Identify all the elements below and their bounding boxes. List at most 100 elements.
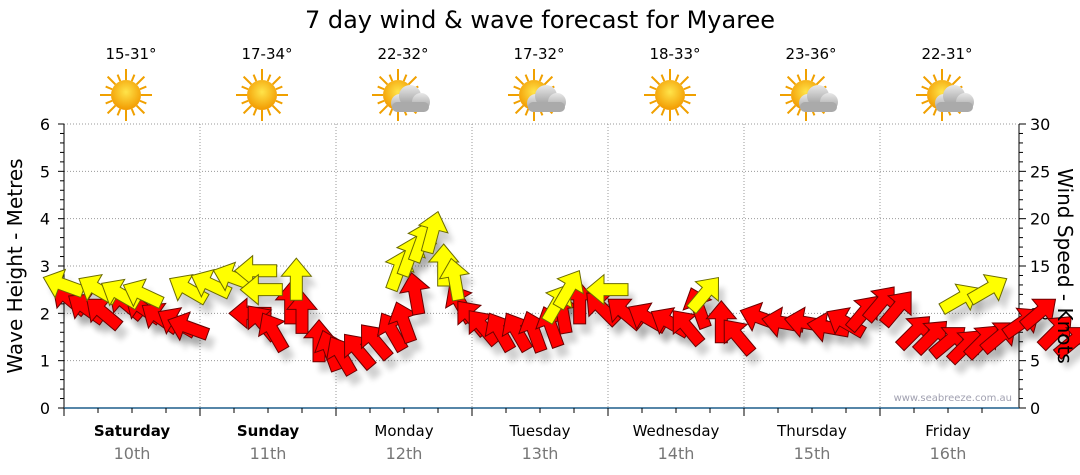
partly-cloudy-icon xyxy=(916,69,974,121)
sun-ray xyxy=(241,85,249,91)
sun-ray xyxy=(543,75,554,86)
sun-ray xyxy=(683,99,691,105)
wave-arrow xyxy=(686,276,719,315)
sun-ray xyxy=(786,75,797,86)
sun-ray xyxy=(922,75,933,86)
sun-ray xyxy=(266,108,272,116)
sun-ray xyxy=(922,104,933,115)
sun-ray xyxy=(785,85,793,91)
sun-ray xyxy=(271,75,282,86)
wind-arrow xyxy=(398,271,431,316)
sun-ray xyxy=(650,75,661,86)
day-date: 10th xyxy=(114,444,151,463)
left-tick-label: 6 xyxy=(40,115,50,134)
sun-ray xyxy=(377,85,385,91)
sun-ray xyxy=(785,99,793,105)
sun-ray xyxy=(660,108,666,116)
wind-arrow xyxy=(285,290,319,334)
sun-ray xyxy=(786,104,797,115)
sun-ray xyxy=(378,75,389,86)
sun-ray xyxy=(275,85,283,91)
partly-cloudy-icon xyxy=(780,69,838,121)
sun-ray xyxy=(388,108,394,116)
watermark: www.seabreeze.com.au xyxy=(894,393,1012,404)
wave-arrow xyxy=(438,257,471,302)
sun-ray xyxy=(683,85,691,91)
day-temp: 22-31° xyxy=(921,45,972,63)
sun-ray xyxy=(130,74,136,82)
wave-arrow xyxy=(417,210,449,255)
left-tick-label: 2 xyxy=(40,304,50,323)
cloud-base xyxy=(800,102,837,112)
sun-ray xyxy=(650,104,661,115)
wind-arrow xyxy=(844,295,878,334)
cloud-icon xyxy=(391,85,430,112)
sun-icon xyxy=(644,69,696,121)
sun-ray xyxy=(139,99,147,105)
sun-icon xyxy=(100,69,152,121)
day-date: 11th xyxy=(250,444,287,463)
sun-ray xyxy=(796,74,802,82)
sun-ray xyxy=(252,108,258,116)
left-tick-label: 4 xyxy=(40,210,50,229)
sun-disc xyxy=(247,80,277,110)
sun-ray xyxy=(271,104,282,115)
chart-title: 7 day wind & wave forecast for Myaree xyxy=(305,6,775,34)
arrow-shadow xyxy=(973,284,1013,315)
sun-ray xyxy=(275,99,283,105)
sun-ray xyxy=(649,85,657,91)
partly-cloudy-icon xyxy=(372,69,430,121)
left-tick-label: 3 xyxy=(40,257,50,276)
day-temp: 22-32° xyxy=(377,45,428,63)
sun-ray xyxy=(252,74,258,82)
right-tick-label: 30 xyxy=(1030,115,1050,134)
left-tick-label: 1 xyxy=(40,352,50,371)
sun-disc xyxy=(111,80,141,110)
sun-ray xyxy=(674,74,680,82)
sun-ray xyxy=(796,108,802,116)
sun-ray xyxy=(513,85,521,91)
wind-arrow xyxy=(258,312,290,354)
wave-arrow xyxy=(280,257,313,301)
right-tick-label: 25 xyxy=(1030,162,1050,181)
sun-ray xyxy=(105,99,113,105)
day-temp: 15-31° xyxy=(105,45,156,63)
sun-ray xyxy=(932,108,938,116)
cloud-base xyxy=(392,102,429,112)
day-name: Tuesday xyxy=(508,422,570,440)
day-date: 16th xyxy=(930,444,967,463)
right-tick-label: 20 xyxy=(1030,210,1050,229)
day-date: 13th xyxy=(522,444,559,463)
wave-arrow xyxy=(427,243,460,287)
sun-ray xyxy=(524,108,530,116)
wind-arrow xyxy=(878,291,912,329)
sun-ray xyxy=(407,75,418,86)
arrow-shadow xyxy=(1059,337,1080,370)
day-date: 12th xyxy=(386,444,423,463)
sun-ray xyxy=(538,74,544,82)
sun-ray xyxy=(388,74,394,82)
wave-arrow xyxy=(938,283,980,316)
sun-ray xyxy=(921,85,929,91)
sun-ray xyxy=(135,75,146,86)
wind-arrow xyxy=(723,319,757,357)
day-name: Sunday xyxy=(237,422,300,440)
sun-ray xyxy=(116,74,122,82)
sun-ray xyxy=(402,74,408,82)
wave-arrow xyxy=(552,269,584,311)
sun-ray xyxy=(815,75,826,86)
sun-ray xyxy=(241,99,249,105)
sun-ray xyxy=(105,85,113,91)
left-axis-label: Wave Height - Metres xyxy=(3,158,27,373)
sun-ray xyxy=(513,99,521,105)
day-date: 15th xyxy=(794,444,831,463)
day-temp: 17-32° xyxy=(513,45,564,63)
day-name: Friday xyxy=(925,422,971,440)
cloud-icon xyxy=(799,85,838,112)
sun-ray xyxy=(106,75,117,86)
day-temp: 17-34° xyxy=(241,45,292,63)
day-temp: 18-33° xyxy=(649,45,700,63)
day-name: Saturday xyxy=(94,422,171,440)
sun-ray xyxy=(649,99,657,105)
wave-arrow xyxy=(122,278,165,309)
